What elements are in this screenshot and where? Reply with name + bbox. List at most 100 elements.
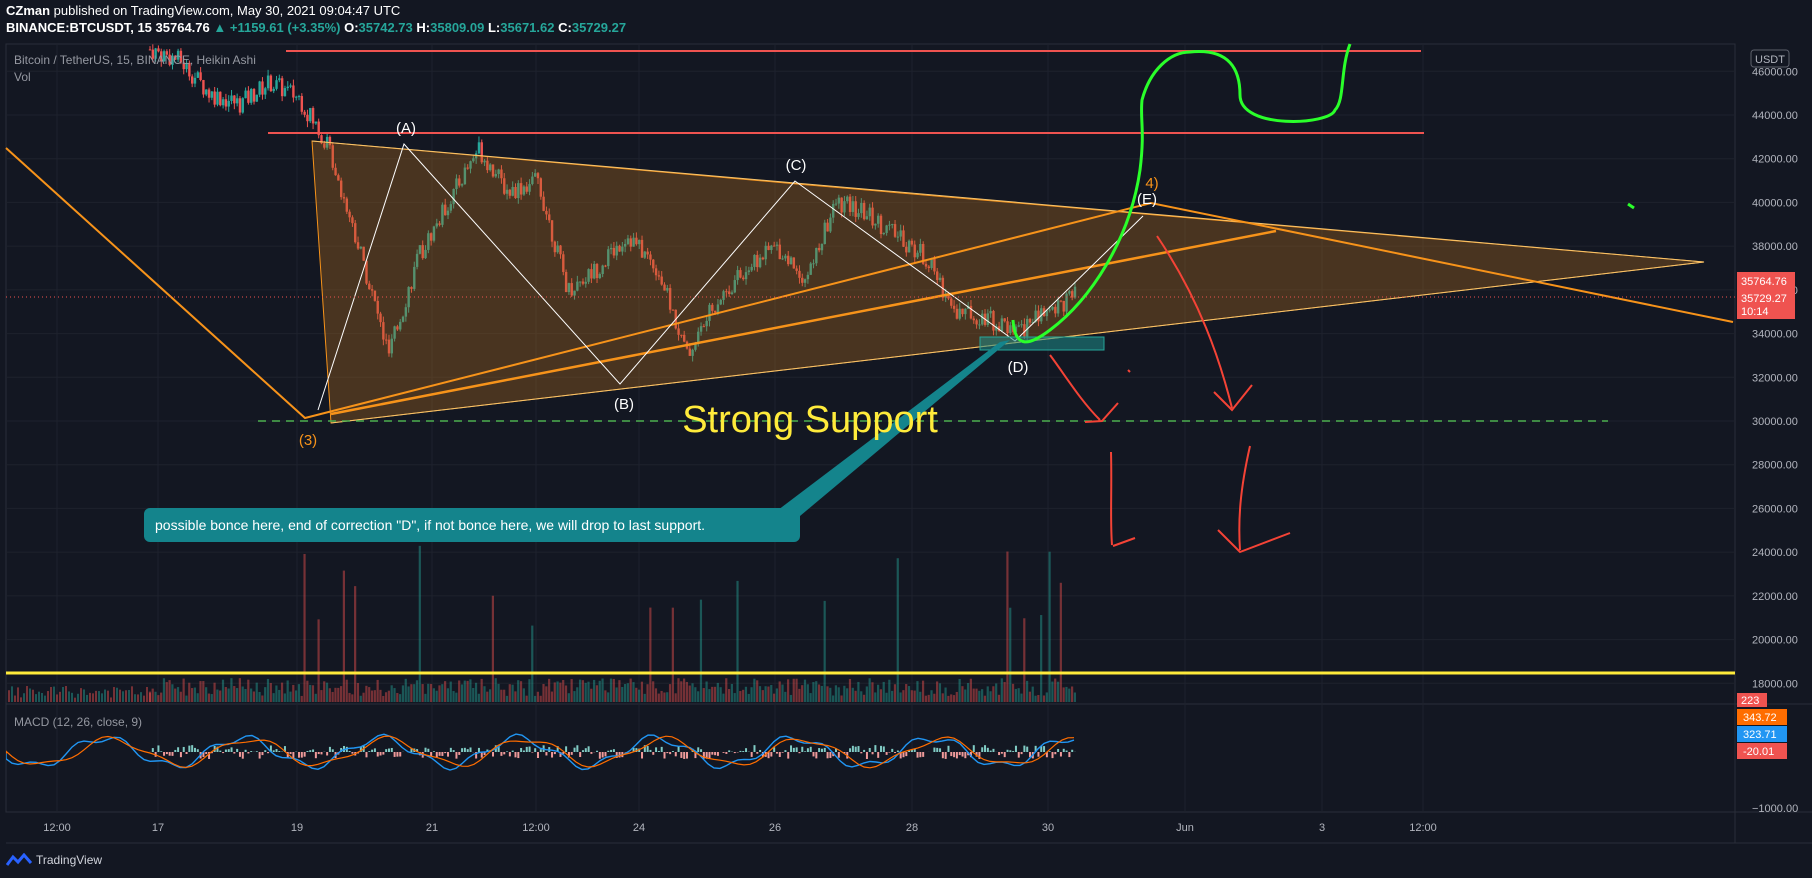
macd-histogram-bar xyxy=(939,748,942,752)
volume-bar xyxy=(817,684,821,702)
volume-bar xyxy=(463,680,466,702)
candle-body xyxy=(224,99,228,107)
volume-bar xyxy=(122,691,124,702)
candle-body xyxy=(472,158,475,162)
macd-histogram-bar xyxy=(168,752,171,756)
volume-bar xyxy=(772,693,776,702)
candle-body xyxy=(309,108,312,122)
macd-histogram-bar xyxy=(835,748,838,752)
volume-bar xyxy=(488,689,492,702)
macd-histogram-bar xyxy=(818,748,821,752)
volume-bar xyxy=(711,686,714,702)
volume-bar xyxy=(1000,678,1003,702)
candle-body xyxy=(899,230,902,237)
volume-bar xyxy=(716,682,719,702)
macd-histogram-bar xyxy=(233,752,236,754)
candle-body xyxy=(196,72,199,78)
macd-histogram-bar xyxy=(157,745,160,752)
macd-histogram-bar xyxy=(430,752,433,757)
volume-bar xyxy=(941,693,944,702)
macd-histogram-bar xyxy=(953,752,956,758)
candle-body xyxy=(972,318,975,321)
volume-bar xyxy=(666,692,669,702)
brand[interactable]: TradingView xyxy=(36,853,103,867)
macd-histogram-bar xyxy=(216,746,219,752)
volume-bar xyxy=(868,678,871,702)
candle-body xyxy=(556,245,559,253)
volume-bar xyxy=(250,688,253,702)
candle-body xyxy=(519,183,523,195)
volume-bar xyxy=(491,595,495,702)
price-axis[interactable]: 46000.00 44000.00 42000.00 40000.00 38000.00… xyxy=(1752,66,1798,690)
candle-body xyxy=(784,255,787,259)
macd-histogram-bar xyxy=(185,752,188,754)
volume-bar xyxy=(1017,688,1020,702)
macd-histogram-bar xyxy=(1043,746,1046,752)
volume-bar xyxy=(660,690,663,702)
volume-bar xyxy=(514,691,517,702)
candle-body xyxy=(275,80,278,89)
macd-histogram-bar xyxy=(742,751,745,752)
volume-bar xyxy=(708,689,711,702)
candle-body xyxy=(851,201,855,212)
candle-body xyxy=(584,281,587,284)
candle-body xyxy=(722,291,725,300)
volume-bar xyxy=(997,694,1001,702)
candle-body xyxy=(747,270,751,273)
time-axis[interactable]: 12:00 17 19 21 12:00 24 26 28 30 Jun 3 12:00 xyxy=(43,822,1437,834)
candle-body xyxy=(618,245,621,252)
macd-histogram-bar xyxy=(258,752,261,759)
candle-body xyxy=(744,272,748,280)
volume-bar xyxy=(1048,551,1051,702)
volume-bar xyxy=(764,686,767,702)
candle-body xyxy=(176,50,180,60)
candle-body xyxy=(227,100,230,107)
chart-title: Bitcoin / TetherUS, 15, BINANCE, Heikin … xyxy=(14,53,256,67)
callout[interactable]: possible bonce here, end of correction "… xyxy=(144,508,800,542)
author-name[interactable]: CZman xyxy=(6,3,51,18)
candle-body xyxy=(879,215,883,235)
volume-bar xyxy=(758,686,762,702)
volume-bar xyxy=(848,678,852,702)
candle-body xyxy=(514,186,517,199)
candle-body xyxy=(488,164,492,171)
candle-body xyxy=(598,274,602,279)
macd-histogram-bar xyxy=(804,751,807,752)
macd-histogram-bar xyxy=(292,752,295,759)
tradingview-logo-icon[interactable] xyxy=(6,853,32,867)
volume-bar xyxy=(331,691,334,702)
volume-bar xyxy=(876,684,880,702)
volume-bar xyxy=(407,686,410,702)
macd-histogram-bar xyxy=(677,746,680,752)
candle-body xyxy=(885,225,888,233)
candle-body xyxy=(154,48,157,59)
candle-body xyxy=(354,223,357,243)
macd-histogram-bar xyxy=(680,752,683,758)
volume-bar xyxy=(593,679,596,702)
volume-bar xyxy=(722,693,725,702)
macd-histogram-bar xyxy=(964,752,967,759)
volume-bar xyxy=(196,693,199,702)
candle-body xyxy=(250,89,253,103)
macd-histogram-bar xyxy=(477,747,480,752)
candle-body xyxy=(1054,306,1057,314)
candle-body xyxy=(295,96,298,98)
macd-histogram-bar xyxy=(1017,752,1020,758)
macd-histogram-bar xyxy=(581,750,584,752)
candle-body xyxy=(303,111,306,115)
macd-histogram-bar xyxy=(790,745,793,752)
macd-histogram-bar xyxy=(745,748,748,752)
macd-histogram-bar xyxy=(545,752,548,756)
low-label: L: xyxy=(487,20,501,35)
macd-histogram-bar xyxy=(702,752,705,759)
macd-histogram-bar xyxy=(483,752,486,756)
macd-histogram-bar xyxy=(705,752,708,759)
currency-badge[interactable] xyxy=(1750,49,1790,68)
macd-histogram-bar xyxy=(368,751,371,752)
candle-body xyxy=(663,284,666,291)
volume-bar xyxy=(62,686,64,702)
candle-body xyxy=(351,217,354,224)
macd-histogram-bar xyxy=(984,745,987,752)
macd-histogram-bar xyxy=(236,748,239,752)
